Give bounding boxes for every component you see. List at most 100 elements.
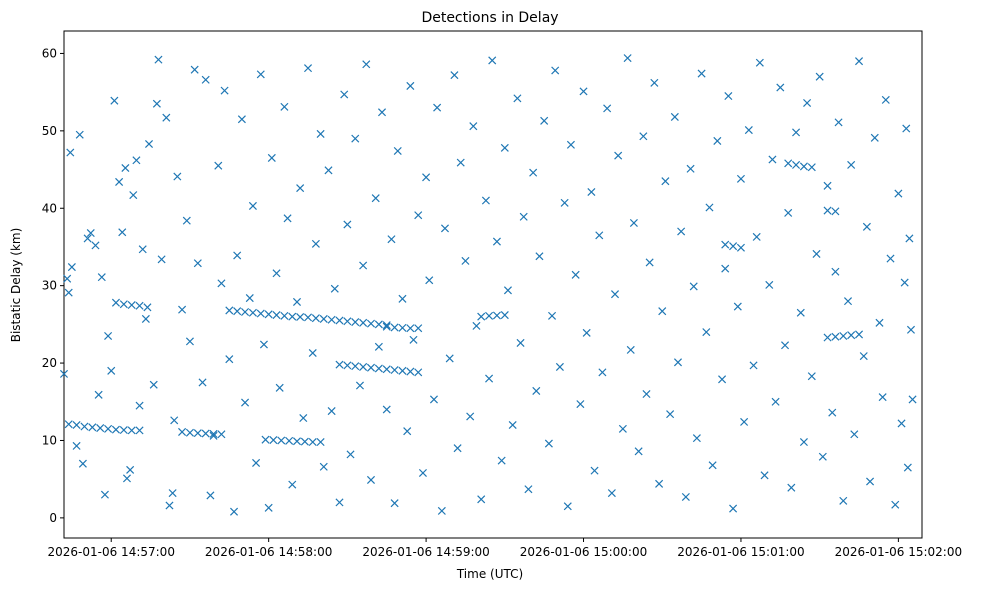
track-point-271	[343, 317, 352, 326]
scatter-point-193	[792, 128, 801, 137]
track-point-264	[288, 312, 297, 321]
scatter-point-169	[697, 69, 706, 78]
track-point-304	[855, 330, 864, 339]
scatter-point-159	[658, 307, 667, 316]
track-point-258	[241, 307, 250, 317]
scatter-point-213	[870, 133, 879, 142]
track-point-244	[269, 436, 278, 445]
scatter-point-40	[190, 65, 199, 74]
y-tick-label-5: 50	[42, 124, 57, 138]
scatter-point-94	[403, 427, 412, 436]
y-tick-label-6: 60	[42, 46, 57, 60]
scatter-point-98	[418, 468, 427, 478]
scatter-point-4	[67, 263, 76, 272]
scatter-point-86	[371, 194, 380, 203]
scatter-point-113	[477, 495, 486, 504]
plot-area	[63, 30, 923, 539]
track-point-295	[492, 311, 501, 320]
track-point-282	[335, 360, 344, 369]
track-point-285	[359, 362, 368, 371]
track-point-246	[285, 436, 294, 445]
scatter-point-71	[311, 239, 320, 248]
scatter-point-105	[445, 354, 454, 363]
scatter-point-106	[450, 71, 459, 80]
scatter-point-25	[138, 245, 147, 254]
track-point-268	[319, 314, 328, 323]
scatter-point-217	[886, 254, 895, 263]
track-point-289	[390, 366, 399, 375]
scatter-point-91	[390, 499, 399, 508]
x-tick-label-0: 2026-01-06 14:57:00	[48, 545, 175, 559]
track-point-310	[831, 207, 840, 216]
scatter-point-154	[639, 132, 648, 141]
scatter-point-139	[579, 87, 588, 96]
scatter-point-198	[812, 249, 821, 258]
scatter-point-29	[152, 99, 161, 108]
track-point-280	[406, 324, 415, 333]
scatter-point-125	[524, 485, 533, 494]
scatter-point-124	[519, 212, 528, 221]
scatter-point-48	[220, 86, 229, 95]
scatter-point-179	[736, 174, 745, 183]
track-point-238	[185, 428, 194, 437]
scatter-point-44	[206, 491, 215, 500]
scatter-point-102	[433, 103, 442, 112]
track-point-231	[96, 424, 105, 433]
scatter-point-111	[469, 122, 478, 131]
track-point-301	[831, 332, 840, 341]
scatter-point-100	[425, 276, 434, 285]
scatter-point-191	[784, 208, 793, 217]
track-point-251	[111, 298, 120, 307]
scatter-point-79	[343, 220, 352, 229]
scatter-point-110	[466, 412, 475, 421]
scatter-point-28	[149, 380, 158, 389]
track-point-297	[721, 240, 730, 249]
scatter-point-219	[894, 189, 903, 198]
track-point-247	[292, 437, 302, 446]
scatter-point-195	[799, 437, 808, 447]
scatter-point-188	[771, 397, 780, 406]
scatter-point-45	[209, 431, 218, 440]
scatter-point-92	[393, 146, 402, 156]
scatter-point-37	[178, 305, 187, 314]
scatter-point-211	[862, 222, 871, 231]
scatter-point-53	[241, 398, 250, 407]
scatter-point-8	[83, 234, 92, 243]
scatter-point-73	[319, 462, 328, 471]
scatter-point-60	[267, 153, 276, 162]
y-axis-label: Bistatic Delay (km)	[9, 228, 23, 343]
scatter-point-112	[472, 321, 481, 330]
scatter-point-109	[461, 256, 470, 265]
scatter-point-51	[233, 251, 242, 260]
track-point-276	[382, 321, 391, 330]
scatter-point-108	[456, 158, 465, 167]
scatter-point-17	[115, 177, 124, 186]
scatter-point-83	[359, 261, 368, 270]
scatter-point-180	[740, 417, 749, 426]
scatter-point-52	[237, 115, 246, 124]
track-point-287	[374, 364, 383, 373]
scatter-point-78	[340, 90, 349, 99]
scatter-point-68	[299, 413, 308, 423]
scatter-point-184	[755, 58, 764, 67]
scatter-point-24	[135, 401, 144, 410]
track-point-253	[127, 300, 136, 310]
scatter-point-205	[839, 496, 848, 505]
scatter-point-186	[765, 280, 774, 289]
scatter-point-66	[292, 297, 302, 306]
scatter-point-130	[544, 439, 553, 448]
track-point-283	[343, 361, 352, 370]
scatter-point-208	[850, 430, 859, 439]
scatter-point-127	[532, 386, 541, 395]
scatter-point-150	[623, 54, 632, 63]
track-point-234	[119, 425, 128, 435]
scatter-point-72	[316, 129, 325, 138]
scatter-point-140	[582, 328, 591, 337]
scatter-point-210	[859, 352, 868, 361]
scatter-point-225	[906, 325, 916, 334]
scatter-point-160	[661, 177, 670, 186]
scatter-point-49	[225, 355, 234, 364]
scatter-point-61	[272, 269, 281, 278]
track-point-272	[351, 318, 360, 327]
scatter-point-118	[497, 456, 506, 465]
